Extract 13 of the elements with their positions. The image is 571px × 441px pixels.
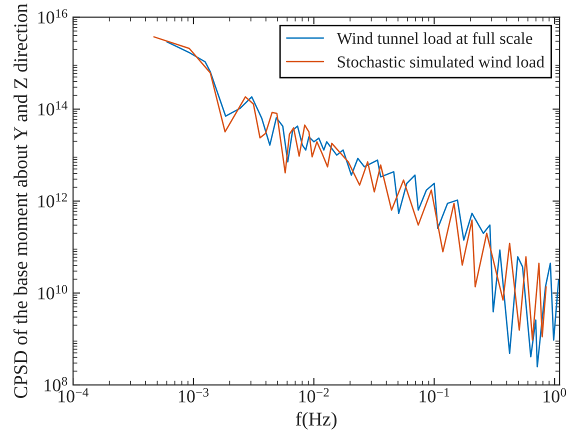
legend-label: Stochastic simulated wind load: [338, 56, 544, 68]
x-tick-label: 10$^{0}$: [544, 388, 566, 403]
y-tick-label: 10$^{16}$: [38, 9, 68, 24]
y-axis-title: CPSD of the base moment about Y and Z direction: [13, 4, 28, 398]
x-axis-title: f(Hz): [296, 412, 337, 430]
y-tick-label: 10$^{8}$: [44, 376, 68, 392]
x-tick-label: 10$^{−3}$: [178, 388, 209, 402]
x-tick-label: 10$^{−2}$: [299, 388, 329, 402]
y-tick-label: 10$^{14}$: [38, 101, 68, 116]
legend-label: Wind tunnel load at full scale: [336, 32, 532, 44]
x-tick-label: 10$^{−1}$: [420, 388, 450, 402]
y-tick-label: 10$^{10}$: [38, 285, 68, 300]
y-tick-label: 10$^{12}$: [38, 193, 67, 208]
